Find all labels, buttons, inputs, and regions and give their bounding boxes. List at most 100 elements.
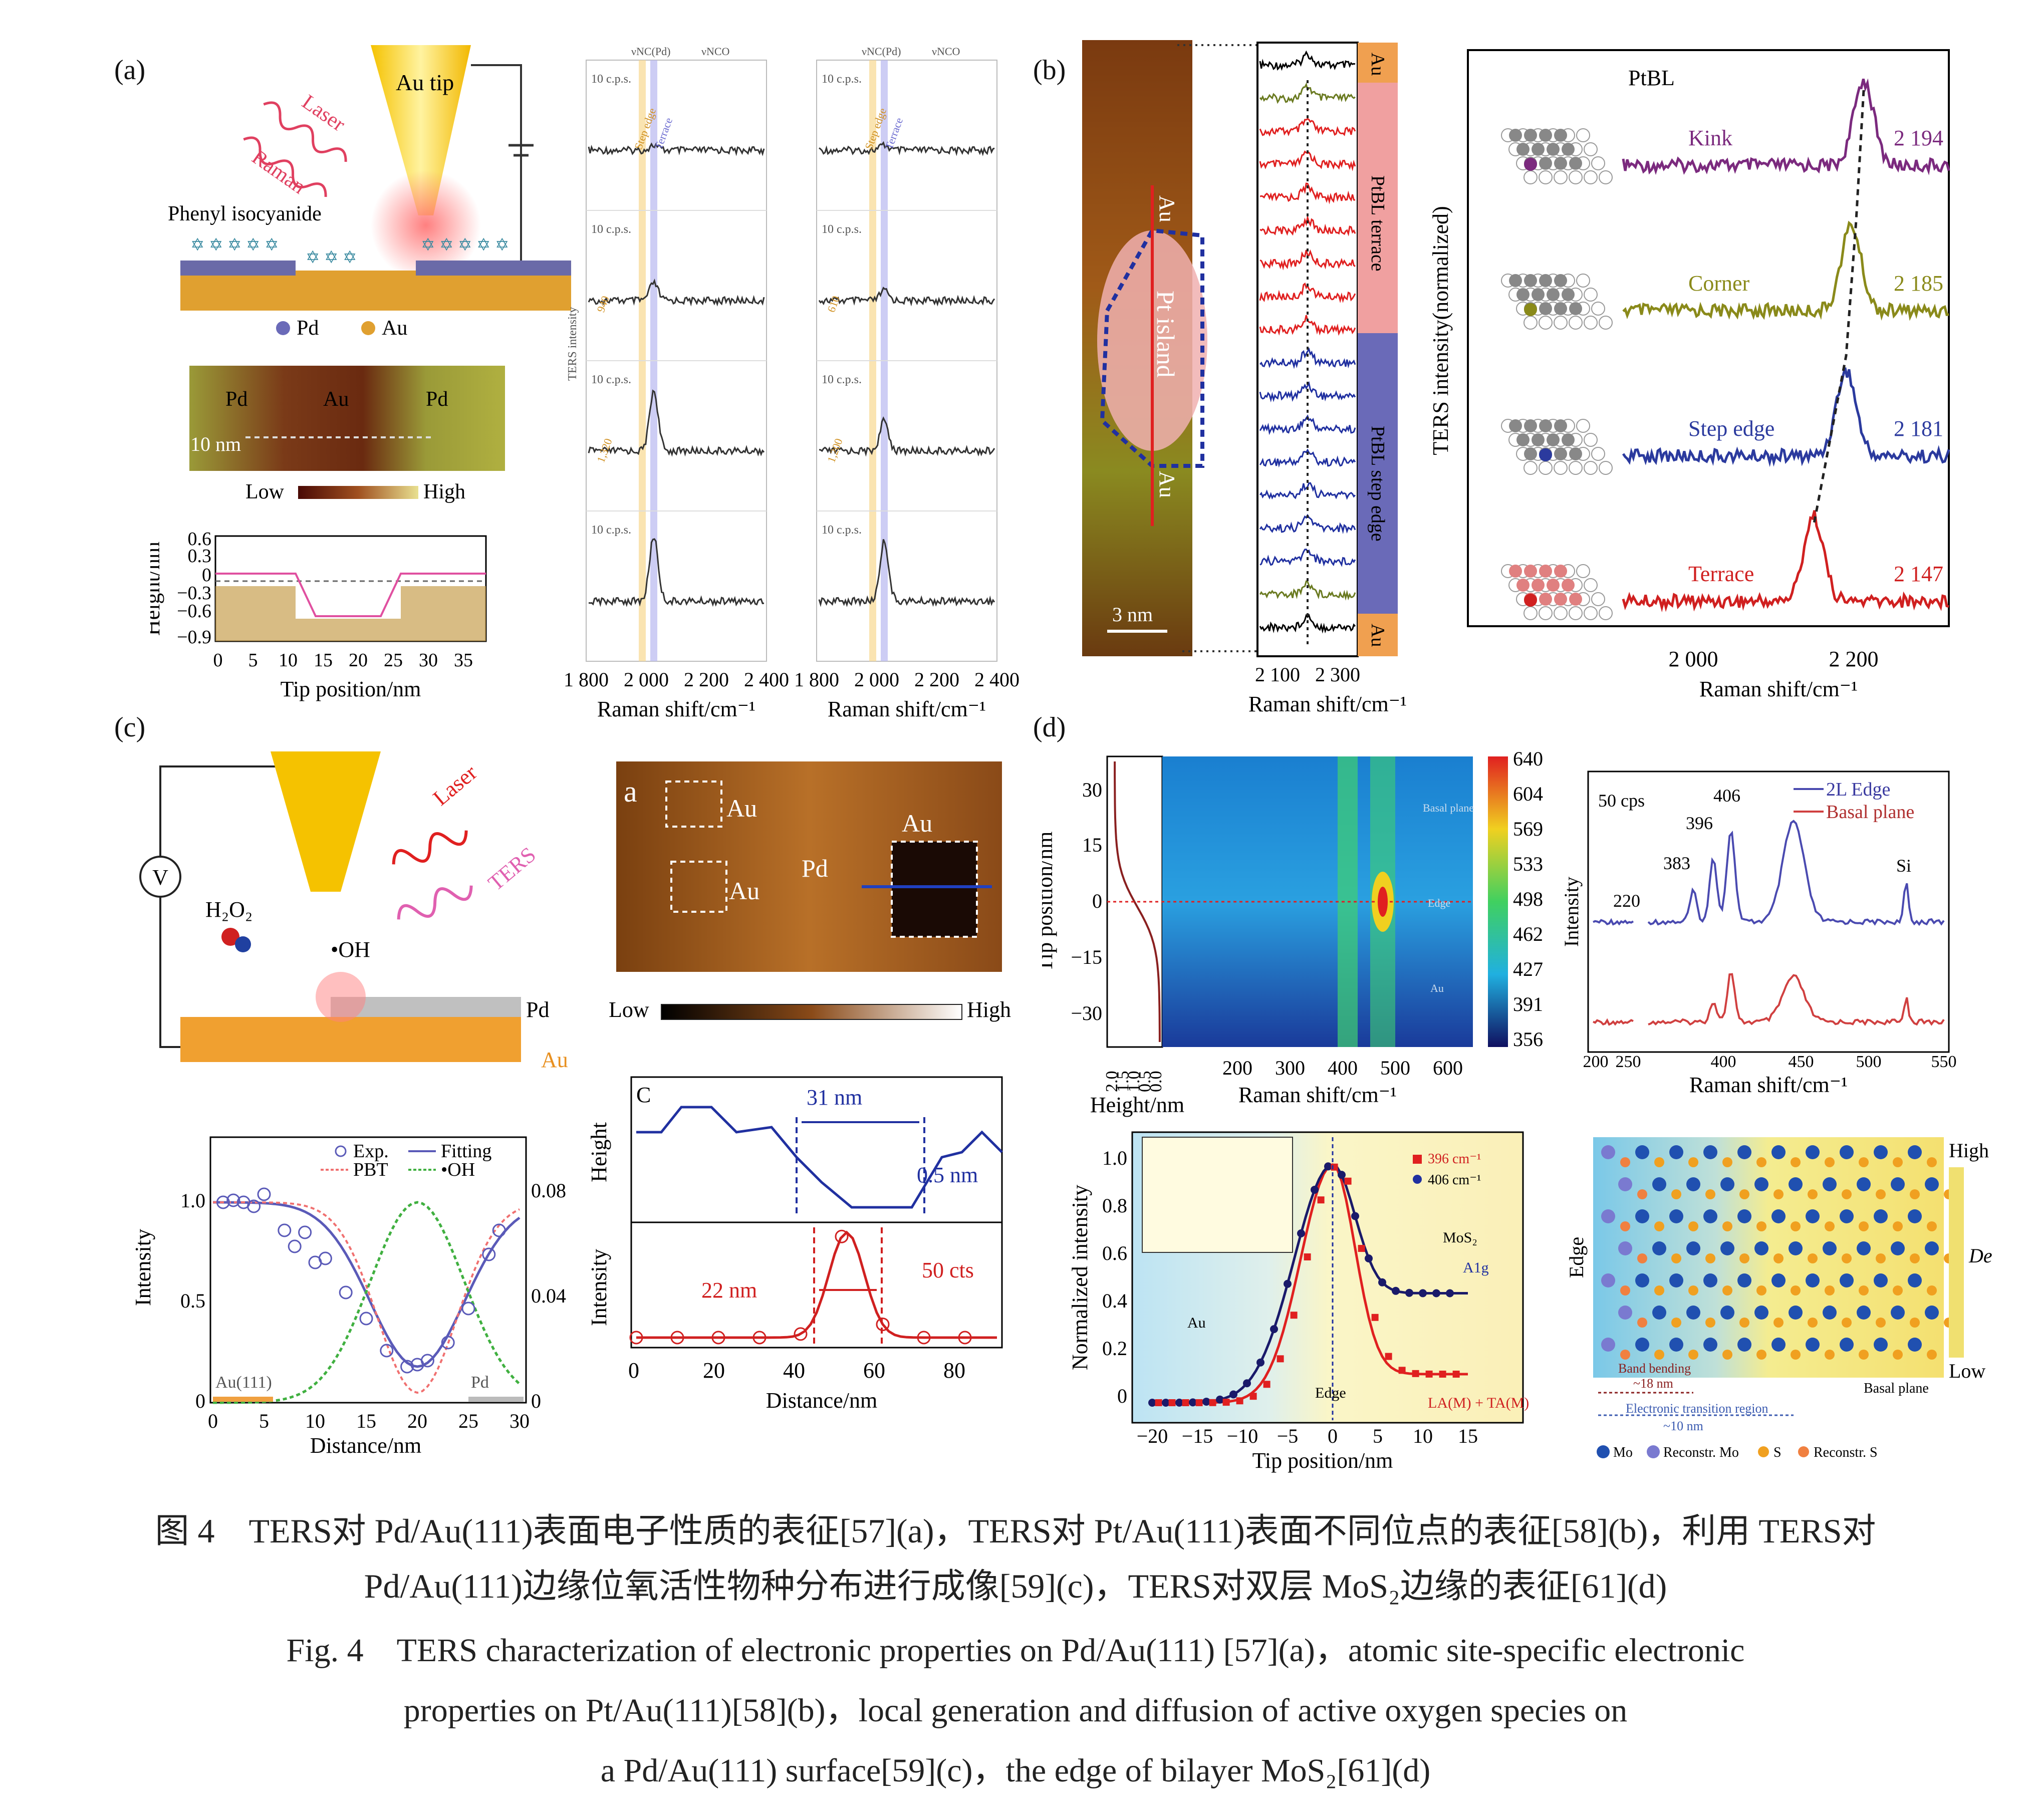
spectrum-trace bbox=[819, 416, 995, 457]
atom-icon bbox=[1599, 606, 1613, 620]
atom-icon bbox=[1554, 606, 1568, 620]
point-396 bbox=[1452, 1370, 1460, 1378]
svg-text:0.5: 0.5 bbox=[1136, 1071, 1154, 1093]
point-406 bbox=[1446, 1289, 1454, 1297]
s-atom bbox=[1756, 1285, 1766, 1295]
svg-text:0.3: 0.3 bbox=[188, 546, 212, 567]
legend-au: Au bbox=[382, 317, 407, 340]
mo-atom bbox=[1618, 1306, 1632, 1320]
exp-point bbox=[318, 1251, 332, 1265]
svg-text:300: 300 bbox=[1275, 1057, 1305, 1079]
atom-icon bbox=[1562, 433, 1575, 446]
svg-text:2 100: 2 100 bbox=[1255, 663, 1300, 686]
panel-a: Au tip Laser Raman Phenyl isocyanide ✡ ✡… bbox=[150, 45, 1020, 721]
stacked-spectrum bbox=[1259, 249, 1356, 271]
atom-icon bbox=[1569, 461, 1583, 475]
atom-icon bbox=[1554, 316, 1568, 330]
s-atom bbox=[1705, 1318, 1715, 1328]
mo-atom bbox=[1720, 1177, 1734, 1191]
point-406 bbox=[1432, 1289, 1440, 1297]
svg-text:40: 40 bbox=[783, 1358, 805, 1383]
cps-label: 10 c.p.s. bbox=[822, 223, 862, 236]
point-396 bbox=[1277, 1355, 1284, 1363]
mo-atom bbox=[1652, 1306, 1666, 1320]
intensity-point bbox=[629, 1331, 643, 1345]
top-label: νNC(Pd) bbox=[862, 45, 901, 58]
height-plot-xlabel: Tip position/nm bbox=[281, 677, 421, 701]
s-atom bbox=[1893, 1157, 1903, 1167]
atom-icon bbox=[1539, 606, 1553, 620]
spectrum-trace bbox=[819, 141, 995, 156]
point-406 bbox=[1365, 1254, 1373, 1263]
atom-icon bbox=[1576, 564, 1590, 578]
svg-text:Distance/nm: Distance/nm bbox=[766, 1388, 877, 1413]
atom-icon bbox=[1584, 316, 1598, 330]
atom-icon bbox=[1591, 447, 1605, 461]
mo-atom bbox=[1840, 1273, 1854, 1287]
svg-text:Au: Au bbox=[729, 877, 759, 905]
colorbar-tick: 640 bbox=[1513, 747, 1543, 770]
mo-atom bbox=[1686, 1241, 1700, 1255]
mo-atom bbox=[1601, 1209, 1615, 1223]
svg-text:0.08: 0.08 bbox=[531, 1179, 566, 1202]
svg-text:−15: −15 bbox=[1071, 946, 1102, 968]
spectra-xtick: 1 800 bbox=[564, 668, 609, 691]
svg-text:15: 15 bbox=[1458, 1425, 1478, 1447]
point-406 bbox=[1256, 1358, 1264, 1367]
spectra-xtick: 2 400 bbox=[744, 668, 789, 691]
exp-point bbox=[257, 1187, 271, 1201]
svg-text:2 200: 2 200 bbox=[1829, 647, 1879, 671]
svg-text:−0.9: −0.9 bbox=[177, 627, 211, 648]
mo-atom bbox=[1925, 1241, 1939, 1255]
stm-au: Au bbox=[323, 388, 349, 411]
point-406 bbox=[1270, 1325, 1278, 1334]
s-atom bbox=[1893, 1285, 1903, 1295]
svg-text:Edge: Edge bbox=[1315, 1385, 1346, 1401]
stacked-spectrum bbox=[1259, 482, 1356, 500]
mo-atom bbox=[1925, 1306, 1939, 1320]
mo-atom bbox=[1789, 1177, 1803, 1191]
s-atom bbox=[1842, 1189, 1852, 1199]
svg-text:Electronic transition region: Electronic transition region bbox=[1626, 1401, 1768, 1416]
atom-icon bbox=[1584, 578, 1598, 592]
svg-text:Pd: Pd bbox=[526, 997, 549, 1022]
mo-atom bbox=[1652, 1177, 1666, 1191]
mo-atom bbox=[1908, 1338, 1922, 1352]
atom-icon bbox=[1532, 579, 1545, 592]
s-atom bbox=[1637, 1318, 1647, 1328]
svg-text:Intensity: Intensity bbox=[131, 1229, 155, 1306]
s-atom bbox=[1876, 1253, 1886, 1263]
s-atom bbox=[1808, 1253, 1818, 1263]
intensity-point bbox=[958, 1331, 972, 1345]
spectra-xtick: 1 800 bbox=[794, 668, 839, 691]
svg-text:0.2: 0.2 bbox=[1102, 1337, 1127, 1360]
stacked-spectrum bbox=[1259, 50, 1356, 71]
mo-atom bbox=[1703, 1209, 1717, 1223]
au-atom-icon bbox=[361, 321, 375, 335]
inset-box bbox=[1142, 1137, 1293, 1253]
surface-schematic: ✡ ✡ ✡ ✡ ✡ ✡ ✡ ✡ ✡ ✡ ✡ ✡ ✡ bbox=[180, 236, 571, 311]
atom-icon bbox=[1576, 128, 1590, 142]
svg-text:10: 10 bbox=[1413, 1425, 1433, 1447]
exp-point bbox=[226, 1193, 240, 1207]
point-396 bbox=[1168, 1399, 1176, 1406]
svg-text:−10: −10 bbox=[1227, 1425, 1258, 1447]
point-406 bbox=[1229, 1390, 1237, 1399]
mo-atom bbox=[1771, 1209, 1786, 1223]
atom-icon bbox=[1516, 143, 1530, 156]
laser-label: Laser bbox=[298, 91, 349, 136]
stacked-spectrum bbox=[1259, 118, 1356, 137]
stacked-spectrum bbox=[1259, 448, 1356, 468]
atom-icon bbox=[1532, 288, 1545, 301]
panel-d: Basal plane Edge Au 640 604 569 533 498 462 42… bbox=[1042, 747, 1992, 1473]
svg-text:20: 20 bbox=[349, 650, 368, 671]
peak-label: 940 bbox=[594, 294, 612, 314]
s-atom bbox=[1927, 1285, 1937, 1295]
atom-icon bbox=[1524, 606, 1538, 620]
svg-text:80: 80 bbox=[943, 1358, 965, 1383]
s-atom bbox=[1756, 1221, 1766, 1231]
mo-atom bbox=[1874, 1145, 1888, 1159]
svg-text:−0.6: −0.6 bbox=[177, 601, 211, 622]
mo-atom bbox=[1601, 1273, 1615, 1287]
basal-spectrum bbox=[1648, 973, 1945, 1026]
